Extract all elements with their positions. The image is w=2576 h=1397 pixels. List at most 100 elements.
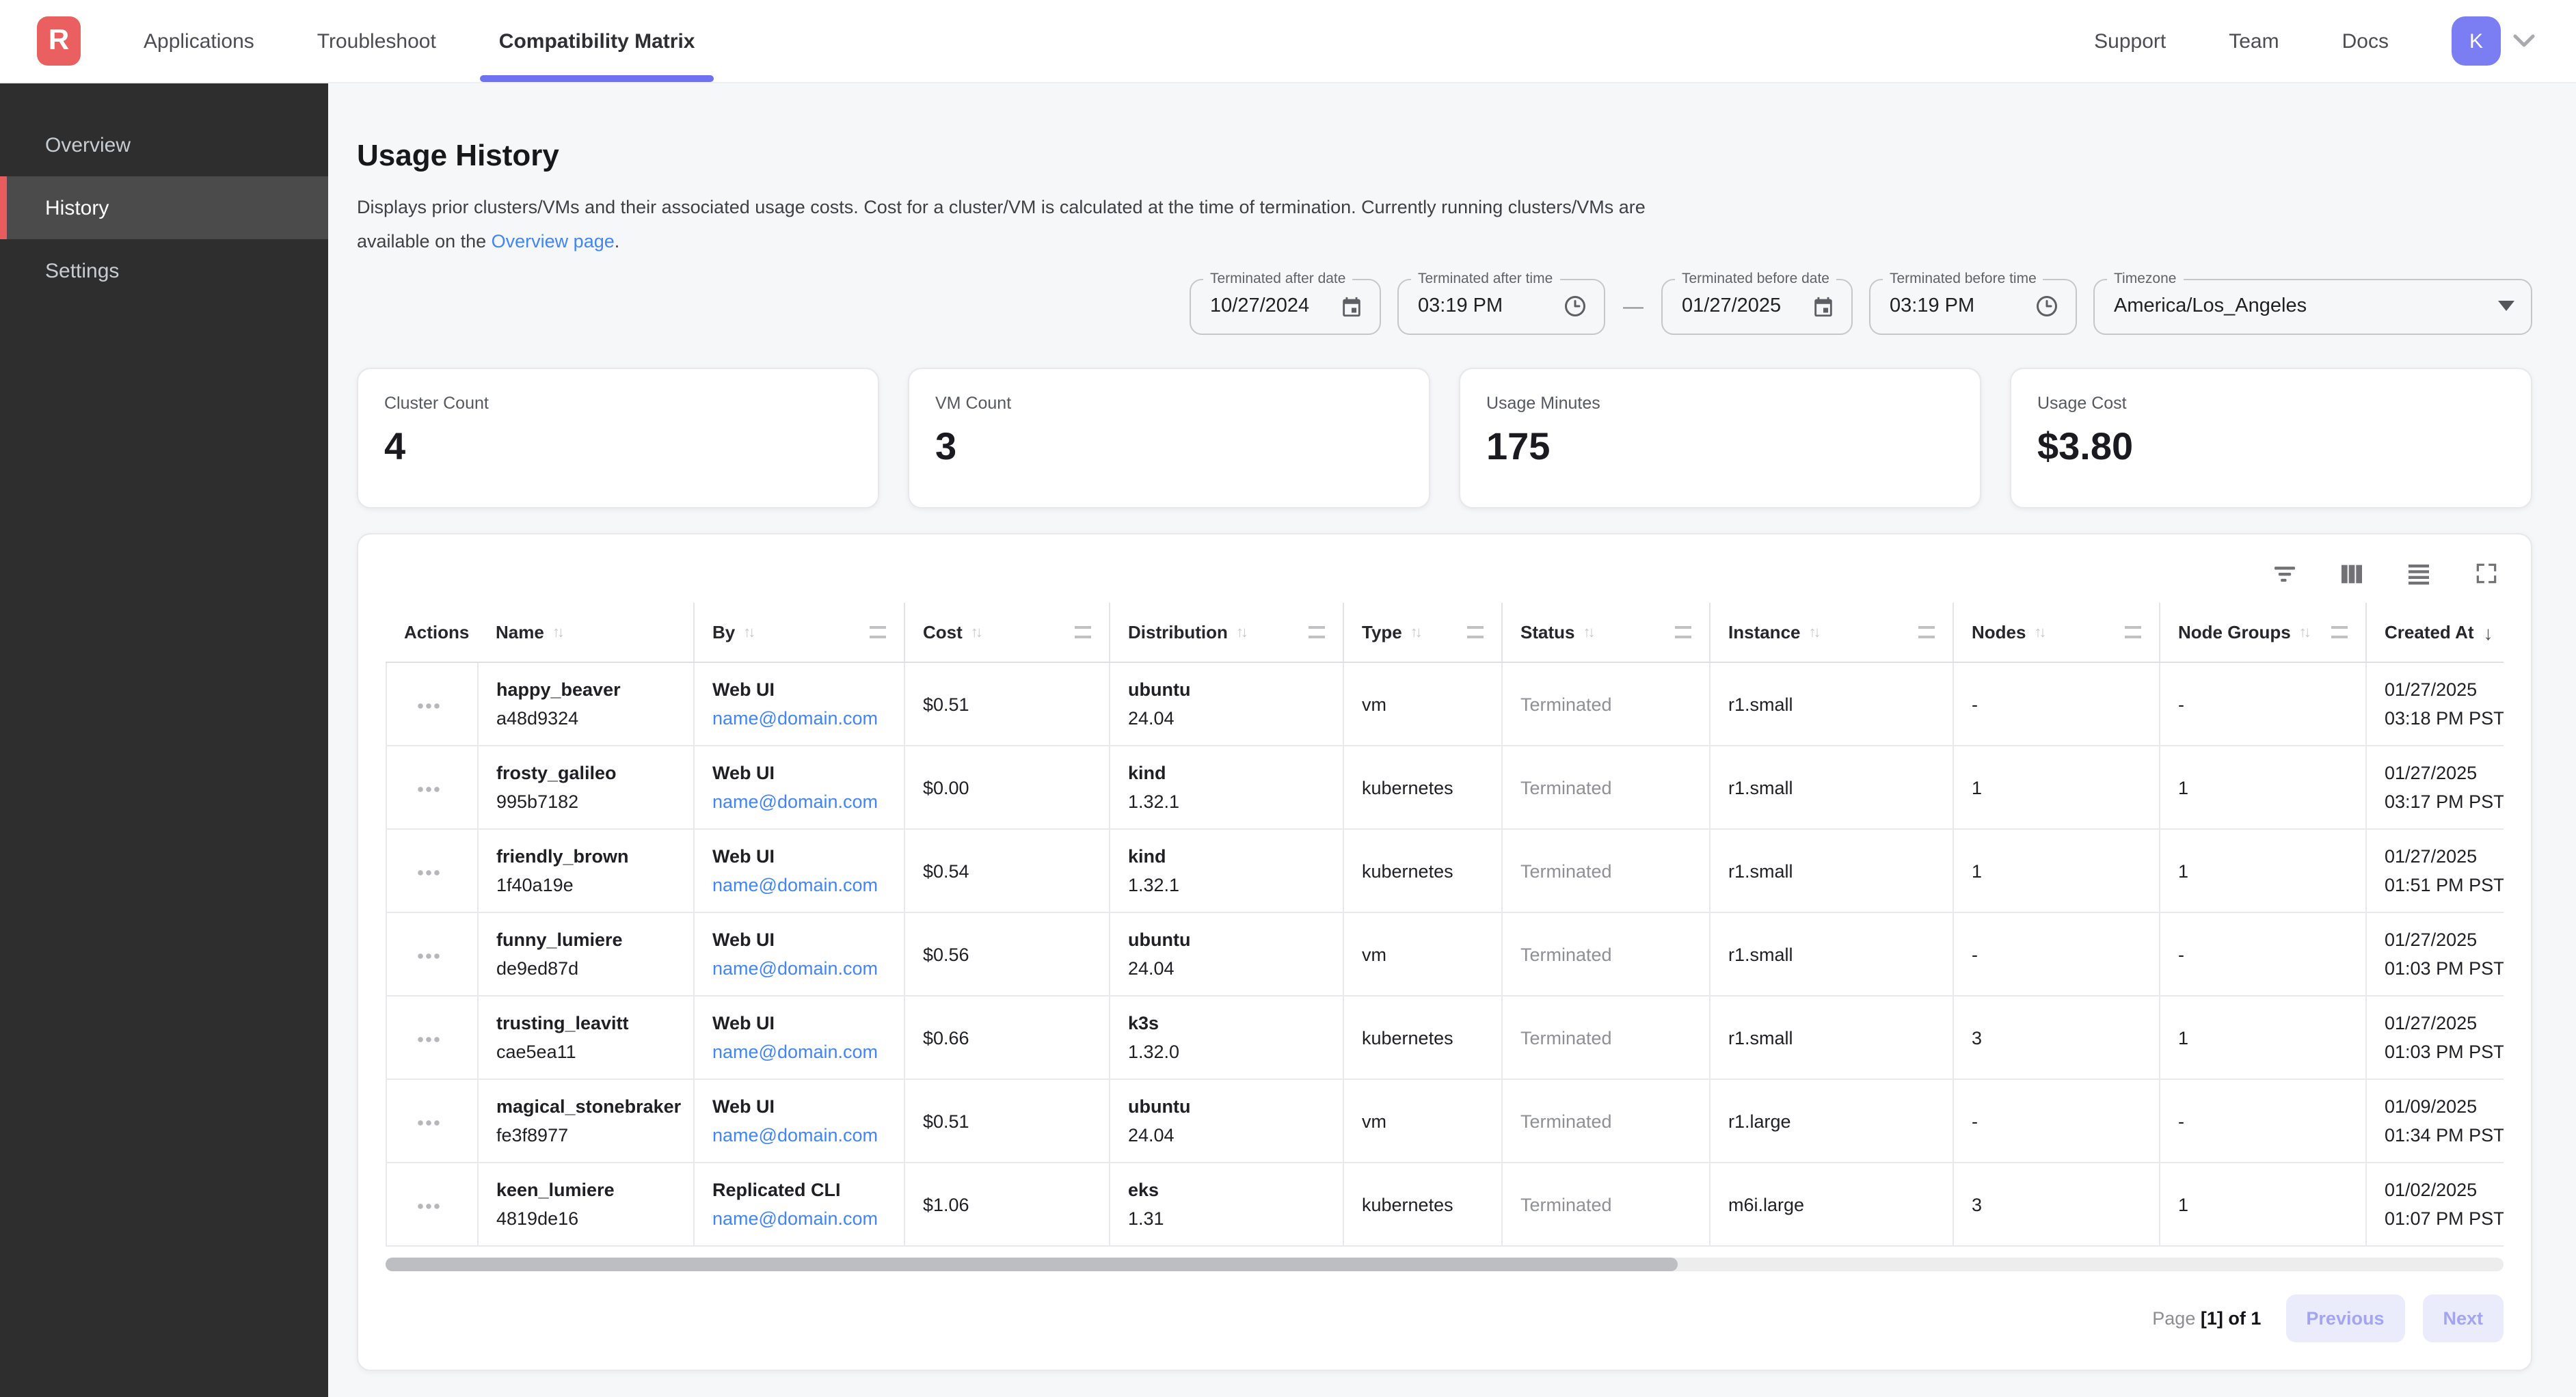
cell-created-at: 01/09/2025 01:34 PM PST [2366, 1079, 2504, 1164]
density-icon[interactable] [2404, 559, 2434, 589]
column-menu-icon[interactable] [2331, 626, 2348, 639]
terminated-after-date-field[interactable]: Terminated after date 10/27/2024 [1190, 270, 1381, 335]
column-header[interactable]: Type ↑↓ [1343, 602, 1503, 664]
type-value: kubernetes [1362, 777, 1453, 798]
cluster-name: keen_lumiere [496, 1180, 615, 1201]
column-menu-icon[interactable] [2125, 626, 2141, 639]
nav-link[interactable]: Team [2229, 29, 2279, 53]
column-header[interactable]: Distribution ↑↓ [1110, 602, 1344, 664]
nodes-value: 3 [1972, 1194, 1983, 1215]
cell-distribution: kind 1.32.1 [1110, 829, 1344, 914]
nav-tab[interactable]: Applications [144, 29, 254, 53]
column-menu-icon[interactable] [1309, 626, 1325, 639]
column-header[interactable]: Name ↑↓ [478, 602, 695, 664]
sorted-desc-arrow-icon[interactable]: ↓ [2483, 621, 2493, 644]
email-link[interactable]: name@domain.com [712, 1125, 878, 1146]
column-header[interactable]: Nodes ↑↓ [1953, 602, 2160, 664]
next-button[interactable]: Next [2422, 1294, 2504, 1343]
column-header[interactable]: Actions [386, 602, 478, 664]
column-header[interactable]: Status ↑↓ [1502, 602, 1710, 664]
email-link[interactable]: name@domain.com [712, 791, 878, 813]
node-groups-value: 1 [2178, 1194, 2189, 1215]
sort-arrows-icon[interactable]: ↑↓ [1583, 624, 1595, 641]
filter-icon[interactable] [2270, 559, 2300, 589]
column-header[interactable]: By ↑↓ [694, 602, 905, 664]
clock-icon[interactable] [1563, 295, 1587, 319]
fullscreen-icon[interactable] [2471, 559, 2501, 589]
row-actions-button[interactable] [411, 948, 445, 966]
previous-button[interactable]: Previous [2285, 1294, 2405, 1343]
avatar[interactable]: K [2452, 16, 2501, 66]
caret-down-icon[interactable] [2498, 301, 2514, 312]
cell-name: magical_stonebraker fe3f8977 [478, 1079, 695, 1164]
email-link[interactable]: name@domain.com [712, 875, 878, 896]
cell-type: vm [1343, 912, 1503, 997]
created-by-source: Web UI [712, 679, 775, 701]
calendar-icon[interactable] [1340, 295, 1363, 318]
sort-arrows-icon[interactable]: ↑↓ [552, 624, 565, 641]
cell-nodes: 1 [1953, 829, 2160, 914]
horizontal-scrollbar[interactable] [386, 1258, 2504, 1272]
row-actions-button[interactable] [411, 698, 445, 716]
row-actions-button[interactable] [411, 1115, 445, 1132]
field-label: Timezone [2107, 270, 2184, 287]
email-link[interactable]: name@domain.com [712, 1042, 878, 1063]
sort-arrows-icon[interactable]: ↑↓ [2298, 624, 2311, 641]
cluster-id: fe3f8977 [496, 1125, 569, 1146]
created-by-source: Web UI [712, 1013, 775, 1034]
column-menu-icon[interactable] [1075, 626, 1091, 639]
sort-arrows-icon[interactable]: ↑↓ [1808, 624, 1821, 641]
cell-instance: r1.small [1710, 912, 1954, 997]
sort-arrows-icon[interactable]: ↑↓ [1235, 624, 1248, 641]
terminated-before-date-field[interactable]: Terminated before date 01/27/2025 [1661, 270, 1853, 335]
email-link[interactable]: name@domain.com [712, 708, 878, 729]
nav-tab[interactable]: Troubleshoot [317, 29, 436, 53]
field-label: Terminated before date [1675, 270, 1836, 287]
nav-link[interactable]: Support [2094, 29, 2166, 53]
nav-link[interactable]: Docs [2342, 29, 2389, 53]
stat-card: Usage Minutes 175 [1459, 367, 1981, 508]
column-menu-icon[interactable] [1918, 626, 1935, 639]
field-label: Terminated after time [1411, 270, 1560, 287]
calendar-icon[interactable] [1812, 295, 1835, 318]
column-menu-icon[interactable] [1675, 626, 1691, 639]
cell-cost: $1.06 [904, 1163, 1110, 1247]
nav-tab[interactable]: Compatibility Matrix [479, 0, 715, 82]
sort-arrows-icon[interactable]: ↑↓ [2034, 624, 2046, 641]
column-menu-icon[interactable] [870, 626, 886, 639]
column-header[interactable]: Node Groups ↑↓ [2160, 602, 2367, 664]
column-header[interactable]: Cost ↑↓ [904, 602, 1110, 664]
timezone-select[interactable]: Timezone America/Los_Angeles [2093, 270, 2532, 335]
sidebar-item[interactable]: History [0, 176, 328, 239]
sidebar-item[interactable]: Settings [45, 259, 120, 282]
cell-status: Terminated [1502, 912, 1710, 997]
row-actions-button[interactable] [411, 1198, 445, 1216]
terminated-before-time-field[interactable]: Terminated before time 03:19 PM [1869, 270, 2077, 335]
row-actions-button[interactable] [411, 781, 445, 799]
instance-value: r1.small [1728, 777, 1793, 798]
overview-page-link[interactable]: Overview page [491, 230, 615, 252]
account-menu[interactable]: K [2452, 16, 2535, 66]
sidebar-item[interactable]: Overview [45, 133, 131, 157]
clock-icon[interactable] [2035, 295, 2059, 319]
column-header[interactable]: Created At ↓ [2366, 602, 2504, 664]
sidebar: Overview History Settings [0, 83, 328, 1397]
column-header[interactable]: Instance ↑↓ [1710, 602, 1954, 664]
column-menu-icon[interactable] [1467, 626, 1484, 639]
sort-arrows-icon[interactable]: ↑↓ [1410, 624, 1423, 641]
replicated-logo[interactable]: R [37, 16, 81, 66]
email-link[interactable]: name@domain.com [712, 1208, 878, 1230]
columns-icon[interactable] [2337, 559, 2367, 589]
stat-label: Usage Minutes [1486, 393, 1600, 413]
row-actions-button[interactable] [411, 1031, 445, 1049]
cluster-id: 4819de16 [496, 1208, 579, 1230]
created-by-source: Web UI [712, 763, 775, 784]
sort-arrows-icon[interactable]: ↑↓ [743, 624, 755, 641]
chevron-down-icon[interactable] [2513, 34, 2535, 48]
row-actions-button[interactable] [411, 865, 445, 882]
email-link[interactable]: name@domain.com [712, 958, 878, 979]
created-date: 01/27/2025 [2385, 846, 2478, 867]
terminated-after-time-field[interactable]: Terminated after time 03:19 PM [1397, 270, 1605, 335]
sort-arrows-icon[interactable]: ↑↓ [970, 624, 983, 641]
scrollbar-thumb[interactable] [386, 1258, 1678, 1272]
